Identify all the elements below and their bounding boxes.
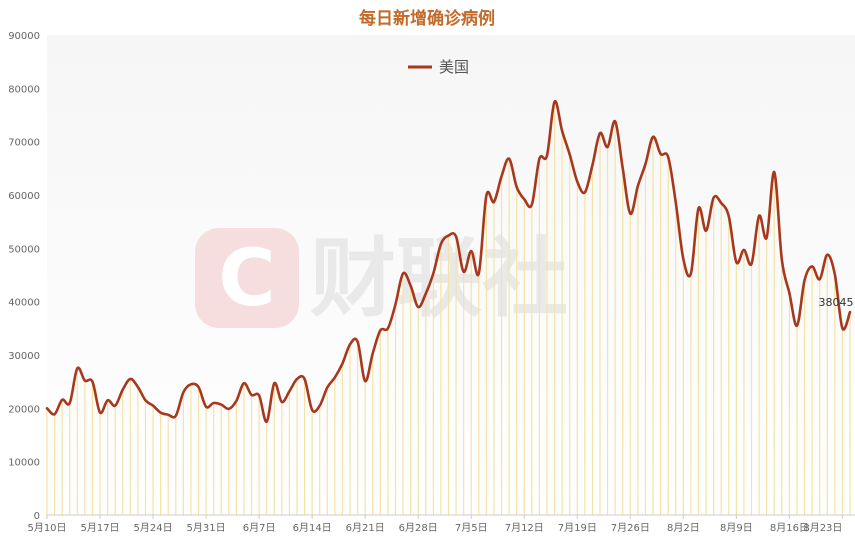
- legend-label: 美国: [439, 58, 469, 76]
- x-tick-label: 6月7日: [243, 522, 276, 534]
- x-tick-label: 6月21日: [346, 522, 385, 534]
- x-tick-label: 5月31日: [187, 522, 226, 534]
- end-value-label: 38045: [819, 296, 854, 309]
- y-tick-label: 0: [34, 511, 40, 522]
- x-tick-label: 7月12日: [505, 522, 544, 534]
- legend[interactable]: 美国: [408, 58, 469, 76]
- series-line-us: [45, 100, 852, 423]
- y-tick-label: 20000: [8, 404, 40, 415]
- y-tick-label: 50000: [8, 244, 40, 255]
- y-tick-label: 30000: [8, 351, 40, 362]
- x-tick-label: 5月24日: [134, 522, 173, 534]
- x-tick-label: 8月16日: [770, 522, 809, 534]
- watermark-text: 财联社: [310, 229, 568, 329]
- y-axis: 0 10000 20000 30000 40000 50000 60000 70000 8000…: [8, 31, 40, 522]
- y-tick-label: 80000: [8, 84, 40, 95]
- x-tick-label: 8月9日: [720, 522, 753, 534]
- x-tick-label: 7月19日: [558, 522, 597, 534]
- chart-title: 每日新增确诊病例: [359, 8, 495, 29]
- watermark: C 财联社: [195, 228, 568, 329]
- x-tick-label: 6月14日: [293, 522, 332, 534]
- watermark-logo-letter: C: [218, 234, 275, 324]
- x-axis: 5月10日 5月17日 5月24日 5月31日 6月7日 6月14日 6月21日 6月28日 7…: [27, 515, 843, 534]
- y-tick-label: 70000: [8, 138, 40, 149]
- bar-series: [46, 101, 851, 515]
- x-tick-label: 5月10日: [27, 522, 66, 534]
- x-tick-label: 7月26日: [611, 522, 650, 534]
- y-tick-label: 40000: [8, 298, 40, 309]
- y-tick-label: 90000: [8, 31, 40, 42]
- plot-background: [47, 35, 855, 515]
- x-tick-label: 8月23日: [803, 522, 842, 534]
- x-tick-label: 6月28日: [399, 522, 438, 534]
- x-tick-label: 7月5日: [455, 522, 488, 534]
- y-tick-label: 10000: [8, 458, 40, 469]
- watermark-logo-icon: [195, 228, 299, 328]
- x-tick-label: 5月17日: [80, 522, 119, 534]
- x-tick-label: 8月2日: [667, 522, 700, 534]
- y-tick-label: 60000: [8, 191, 40, 202]
